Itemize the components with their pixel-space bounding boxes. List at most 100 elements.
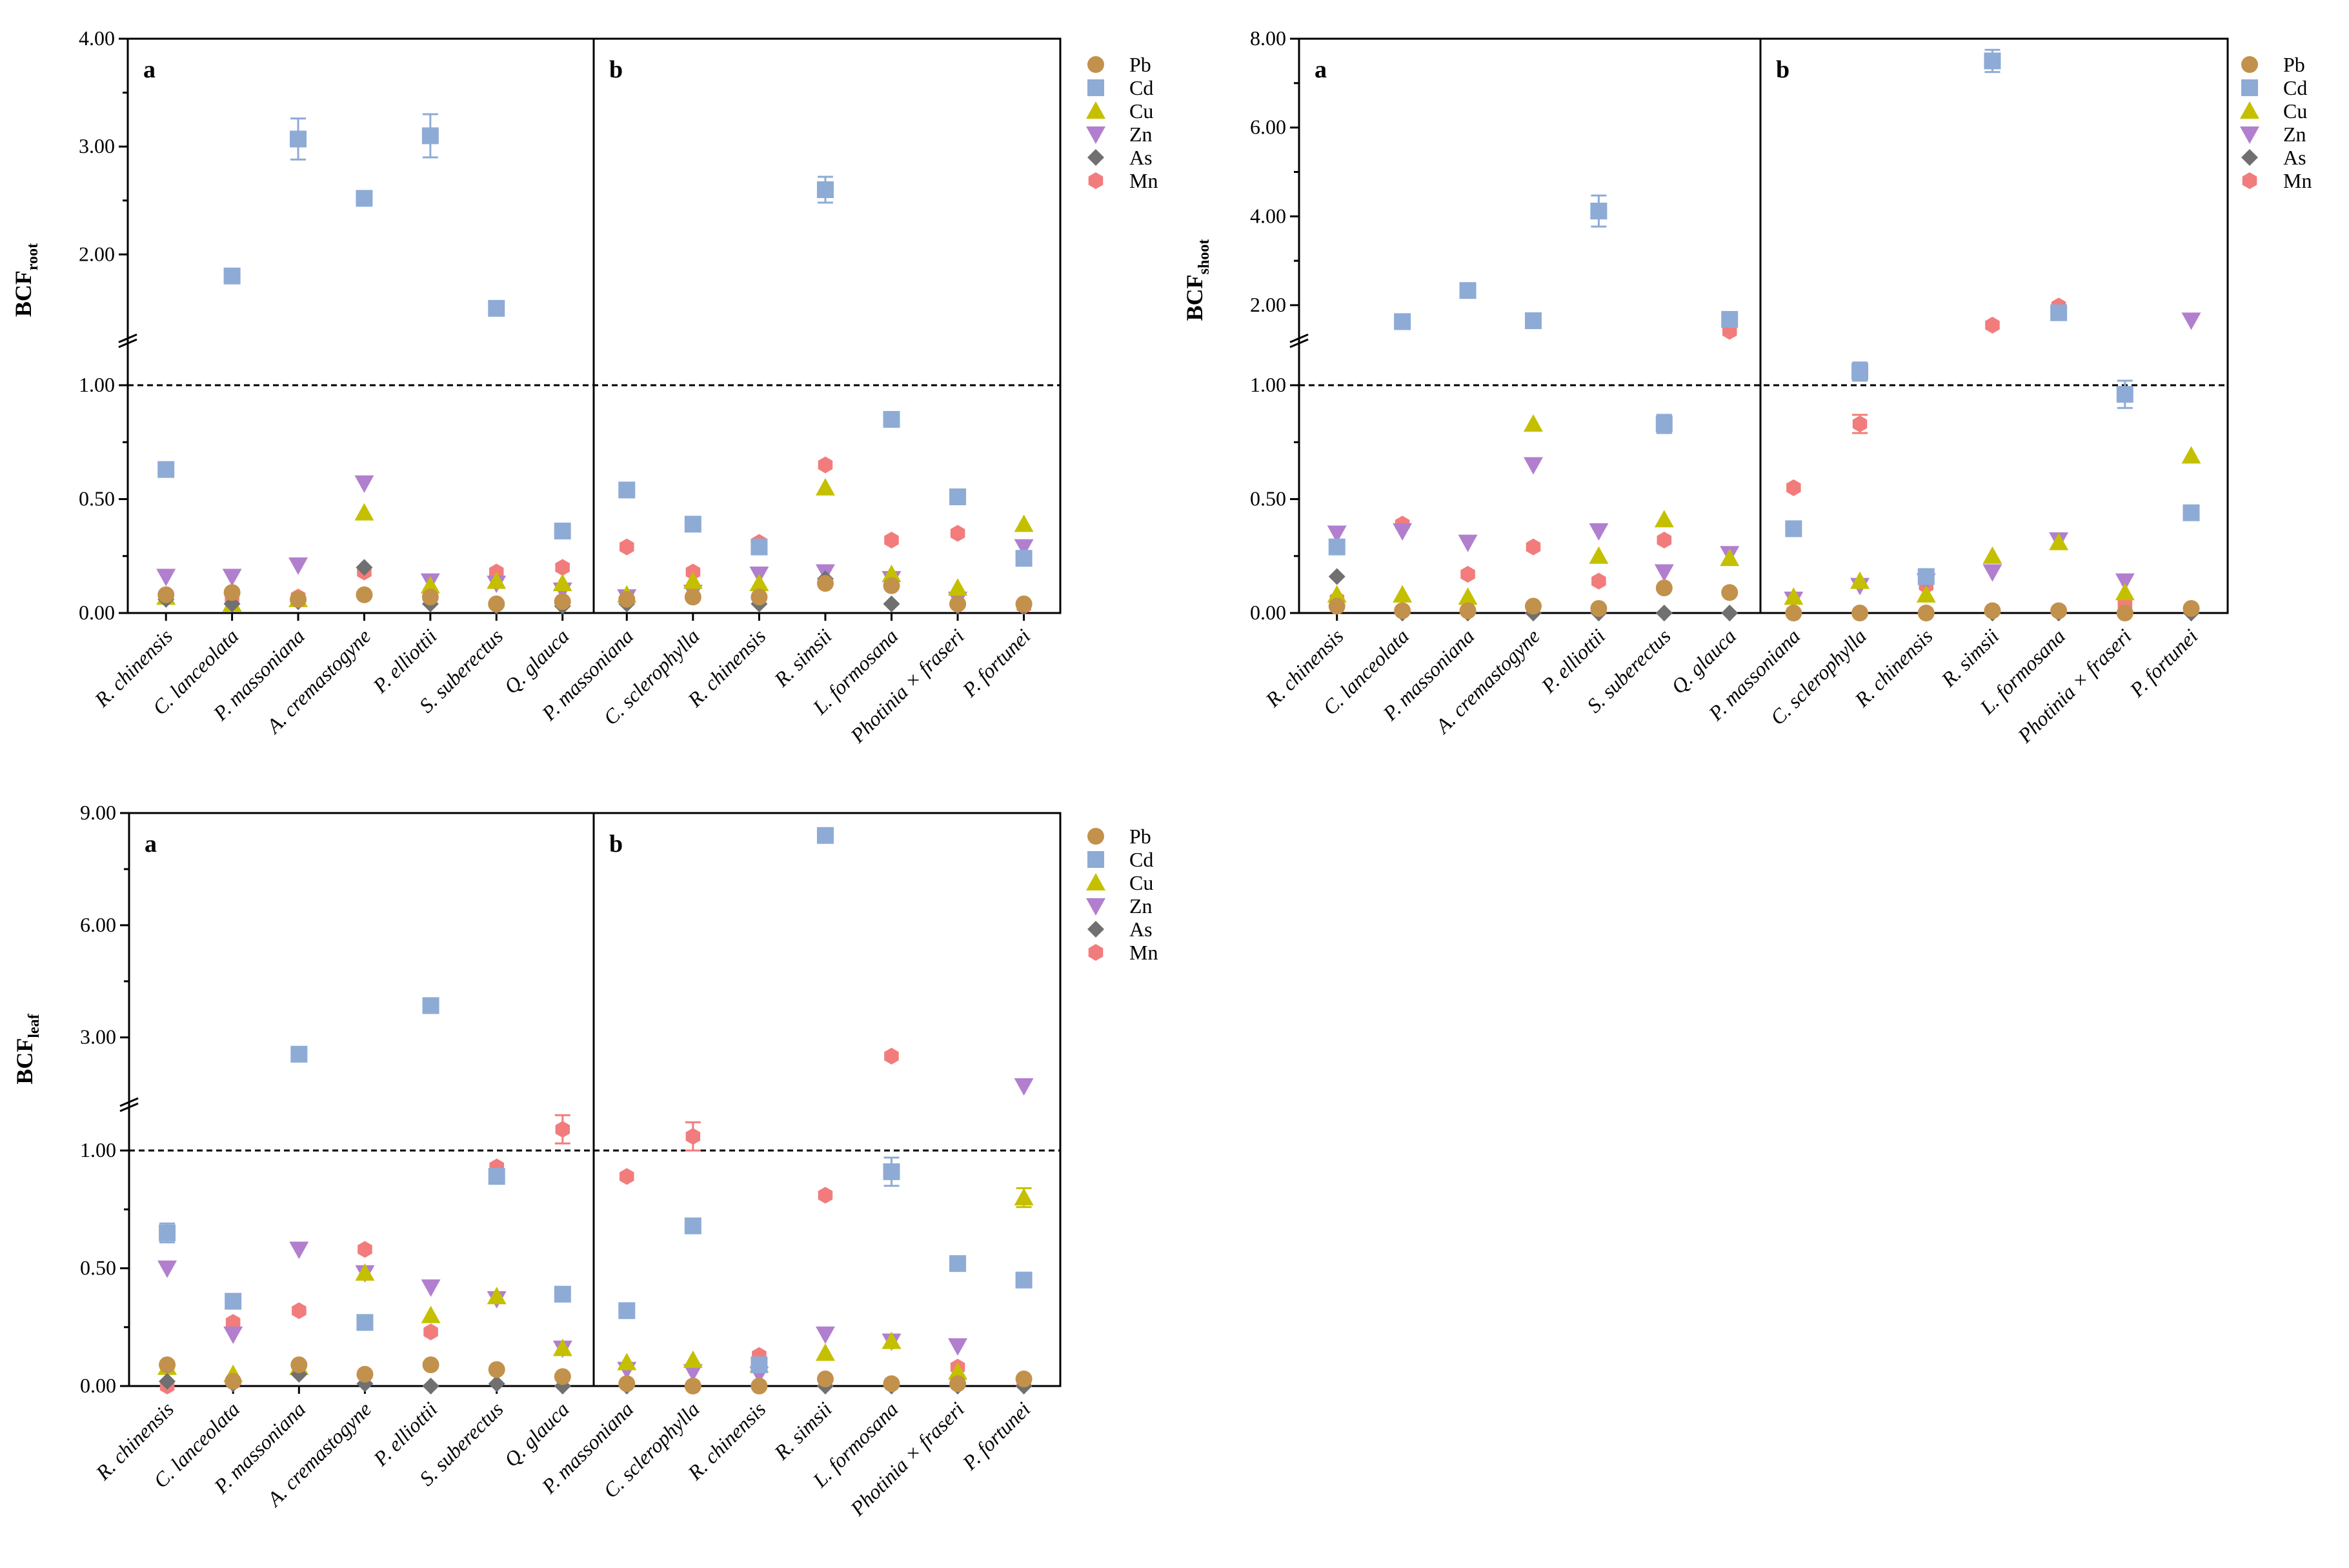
y-tick-label: 0.50 xyxy=(80,1256,116,1280)
point-cd xyxy=(2183,504,2200,521)
point-cu xyxy=(617,1352,637,1371)
legend-marker-zn xyxy=(1086,126,1105,144)
point-zn xyxy=(948,1338,968,1356)
point-cu xyxy=(1720,548,1740,567)
point-cd xyxy=(949,488,967,505)
point-cu xyxy=(355,1263,375,1281)
legend-marker-pb xyxy=(1087,828,1104,845)
point-pb xyxy=(684,1378,701,1394)
point-cu xyxy=(749,574,769,592)
point-as xyxy=(883,595,900,612)
point-mn xyxy=(1852,416,1868,432)
y-tick-label: 0.50 xyxy=(1250,487,1286,510)
point-cd xyxy=(223,267,241,285)
point-pb xyxy=(290,1356,308,1374)
point-cd xyxy=(618,481,636,499)
point-pb xyxy=(1394,602,1411,619)
point-pb xyxy=(1524,598,1542,615)
point-cd xyxy=(1328,538,1346,556)
point-cd xyxy=(1655,416,1673,433)
point-pb xyxy=(356,586,373,603)
point-mn xyxy=(884,1047,899,1065)
point-pb xyxy=(1917,605,1935,621)
point-cd xyxy=(1394,313,1411,330)
point-cd xyxy=(2116,386,2133,403)
point-as xyxy=(159,1372,176,1390)
point-zn xyxy=(815,1326,835,1344)
point-pb xyxy=(1721,584,1739,601)
panel-label: a xyxy=(1315,56,1327,83)
y-tick-label: 0.50 xyxy=(79,487,115,510)
point-mn xyxy=(555,559,570,576)
point-cu xyxy=(1982,546,2002,564)
legend-marker-mn xyxy=(1088,172,1104,189)
x-tick-label: Photinia × fraseri xyxy=(845,624,969,747)
legend-marker-mn xyxy=(1088,944,1104,961)
point-cu xyxy=(1523,414,1543,432)
point-pb xyxy=(949,595,967,612)
point-cd xyxy=(225,1292,242,1310)
point-zn xyxy=(1458,534,1478,552)
point-cd xyxy=(554,522,571,539)
y-tick-label: 6.00 xyxy=(80,913,116,936)
point-pb xyxy=(618,1375,636,1392)
y-axis-label: BCFshoot xyxy=(1182,239,1213,321)
point-pb xyxy=(554,593,571,610)
point-zn xyxy=(222,568,242,587)
point-cu xyxy=(1654,510,1674,528)
point-cd xyxy=(356,1314,374,1331)
y-tick-label: 2.00 xyxy=(79,242,115,265)
point-cd xyxy=(1917,568,1935,585)
point-cu xyxy=(1014,514,1034,532)
point-cd xyxy=(356,190,373,207)
point-cd xyxy=(290,1045,308,1063)
legend-marker-as xyxy=(2241,149,2258,166)
point-pb xyxy=(1015,595,1033,612)
point-pb xyxy=(2183,599,2200,617)
point-cu xyxy=(487,571,507,589)
legend-marker-cu xyxy=(1086,101,1105,119)
point-cd xyxy=(1015,550,1033,567)
point-cu xyxy=(882,1331,902,1349)
legend-marker-cu xyxy=(1086,873,1105,890)
point-pb xyxy=(290,590,307,608)
point-cu xyxy=(1327,585,1347,603)
point-as xyxy=(488,1375,505,1392)
point-mn xyxy=(423,1323,438,1341)
legend-label: Mn xyxy=(1129,169,1158,192)
y-tick-label: 0.00 xyxy=(79,601,115,624)
point-zn xyxy=(421,1279,441,1297)
legend-marker-as xyxy=(1087,921,1104,938)
point-pb xyxy=(751,588,768,606)
y-tick-label: 4.00 xyxy=(79,26,115,50)
point-zn xyxy=(2115,573,2135,591)
point-zn xyxy=(1523,457,1543,475)
point-zn xyxy=(1589,523,1609,541)
point-as xyxy=(1721,605,1739,621)
point-cd xyxy=(2050,304,2068,321)
legend-marker-as xyxy=(1087,149,1104,166)
point-pb xyxy=(883,577,900,594)
point-pb xyxy=(751,1378,768,1394)
point-cu xyxy=(1589,546,1609,564)
point-as xyxy=(1328,568,1346,585)
point-pb xyxy=(422,1356,439,1374)
point-pb xyxy=(816,1371,834,1388)
legend-label: Pb xyxy=(1129,825,1151,848)
point-zn xyxy=(354,475,374,493)
point-cu xyxy=(1916,585,1936,603)
point-pb xyxy=(1328,598,1346,615)
x-tick-label: R. simsii xyxy=(769,1397,836,1464)
point-mn xyxy=(1786,479,1801,496)
point-cd xyxy=(159,1224,176,1241)
point-cd xyxy=(883,410,900,428)
point-cu xyxy=(1014,1188,1034,1205)
legend-marker-zn xyxy=(1086,898,1105,916)
point-zn xyxy=(157,1260,177,1278)
point-cu xyxy=(948,578,968,596)
x-tick-label: Photinia × fraseri xyxy=(845,1397,969,1520)
point-mn xyxy=(1985,316,2000,334)
point-cd xyxy=(618,1302,636,1320)
point-pb xyxy=(1655,579,1673,597)
point-cd xyxy=(488,299,505,317)
